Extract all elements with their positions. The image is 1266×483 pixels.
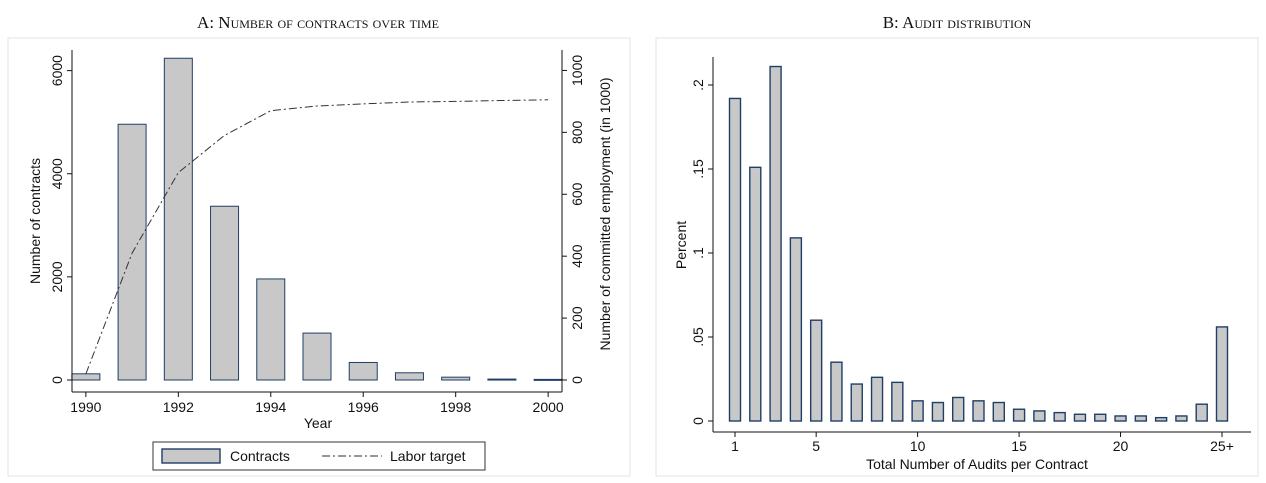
x-tick-label: 25+	[1210, 438, 1234, 454]
panel-a-y-ticks: 0 2000 4000 6000	[49, 55, 72, 384]
y2-tick-label: 400	[569, 244, 585, 268]
x-tick-label: 15	[1011, 438, 1027, 454]
x-tick-label: 20	[1113, 438, 1129, 454]
audit-bar	[1114, 415, 1127, 422]
y2-tick-label: 0	[569, 376, 585, 384]
legend-labor-label: Labor target	[390, 448, 466, 464]
y-tick-label: 0	[690, 417, 706, 425]
y-tick-label: .2	[690, 79, 706, 91]
audit-bar	[1073, 413, 1087, 422]
panel-a-y2-label: Number of committed employment (in 1000)	[597, 77, 613, 350]
y-tick-label: 6000	[49, 55, 65, 86]
audit-bar	[952, 396, 965, 422]
panel-b-x-label: Total Number of Audits per Contract	[866, 456, 1088, 472]
audit-bar	[1154, 416, 1168, 422]
labor-target-line	[85, 99, 549, 374]
x-tick-label: 1990	[70, 399, 101, 415]
x-tick-label: 1994	[255, 399, 286, 415]
audit-bar	[749, 166, 762, 422]
legend-box	[152, 441, 486, 471]
panel-a-y2-ticks: 0 200 400 600 800 1000	[562, 55, 585, 384]
panel-b-y-label: Percent	[673, 221, 689, 269]
contracts-bar	[71, 373, 101, 381]
y2-tick-label: 800	[569, 120, 585, 144]
y2-tick-label: 200	[569, 306, 585, 330]
y2-tick-label: 600	[569, 182, 585, 206]
panel-a-x-ticks: 1990 1992 1994 1996 1998 2000	[70, 392, 564, 415]
audit-bar	[728, 97, 742, 422]
panel-a-y-label: Number of contracts	[27, 158, 43, 284]
y-tick-label: 4000	[49, 158, 65, 189]
y-tick-label: 2000	[49, 261, 65, 292]
x-tick-label: 10	[910, 438, 926, 454]
panel-b-x-ticks: 1 5 10 15 20 25+	[731, 432, 1234, 454]
audit-bar	[891, 381, 904, 422]
contracts-bar	[533, 378, 563, 381]
contracts-bar	[163, 57, 193, 381]
x-tick-label: 1996	[348, 399, 379, 415]
contracts-bar	[394, 372, 424, 381]
audit-bar	[1195, 403, 1208, 422]
audit-bar	[992, 401, 1005, 422]
x-tick-label: 1	[731, 438, 739, 454]
panel-a-legend: Contracts Labor target	[152, 441, 486, 471]
audit-bar	[809, 319, 823, 422]
panel-b-title: B: Audit distribution	[883, 13, 1032, 32]
panel-a-x-label: Year	[304, 415, 333, 431]
contracts-bar	[348, 361, 378, 381]
audit-bar	[911, 400, 924, 422]
panel-a: A: Number of contracts over time 0200040…	[7, 13, 631, 477]
audit-bar	[1134, 415, 1148, 422]
contracts-bar	[117, 123, 147, 381]
audit-bar	[870, 376, 884, 422]
legend-contracts-swatch	[161, 448, 221, 464]
x-tick-label: 5	[812, 438, 820, 454]
audit-bar	[850, 383, 863, 422]
y2-tick-label: 1000	[569, 55, 585, 86]
audit-bar	[1215, 326, 1229, 422]
audit-bar	[972, 400, 985, 422]
x-tick-label: 2000	[533, 399, 564, 415]
x-tick-label: 1992	[163, 399, 194, 415]
audit-bar	[1175, 415, 1188, 422]
contracts-bar	[441, 376, 471, 381]
contracts-bar	[256, 278, 286, 381]
contracts-bar	[302, 332, 332, 381]
x-tick-label: 1998	[440, 399, 471, 415]
panel-a-bars	[71, 57, 563, 381]
audit-bar	[931, 401, 945, 422]
panel-b: B: Audit distribution 0.05.1.15.2 1 5 10 15…	[655, 13, 1259, 477]
panel-b-frame	[655, 37, 1259, 477]
audit-bar	[789, 237, 803, 422]
y-tick-label: .1	[690, 247, 706, 259]
contracts-bar	[487, 378, 517, 381]
panel-b-y-ticks: 0 .05 .1 .15 .2	[690, 79, 713, 425]
y-tick-label: 0	[49, 376, 65, 384]
y-tick-label: .15	[690, 159, 706, 179]
y-tick-label: .05	[690, 327, 706, 347]
panel-a-title: A: Number of contracts over time	[197, 13, 439, 32]
audit-bar	[1094, 413, 1107, 422]
legend-contracts-label: Contracts	[230, 448, 290, 464]
panel-b-bars	[728, 65, 1229, 422]
panel-a-frame	[7, 37, 631, 477]
audit-bar	[830, 361, 843, 422]
audit-bar	[1053, 411, 1066, 422]
audit-bar	[1012, 408, 1026, 422]
audit-bar	[769, 65, 782, 422]
audit-bar	[1033, 410, 1046, 422]
contracts-bar	[210, 205, 240, 381]
